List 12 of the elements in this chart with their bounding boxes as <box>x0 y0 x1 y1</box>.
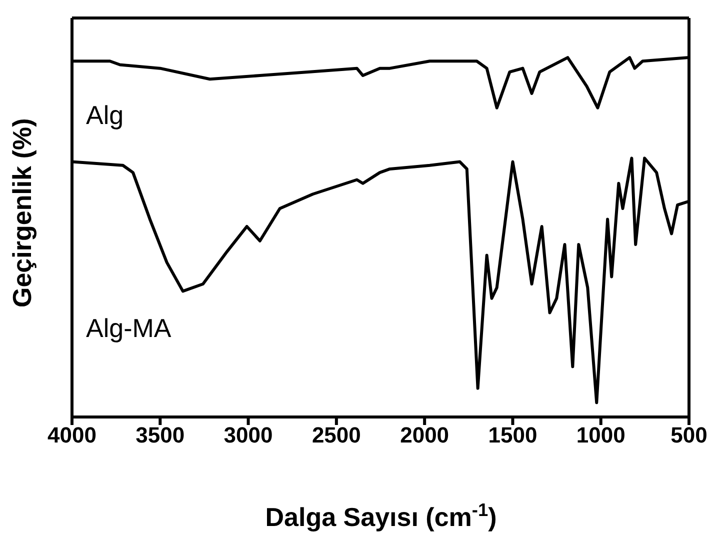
x-tick-label: 500 <box>670 422 708 448</box>
series-label: Alg <box>86 100 124 132</box>
x-tick-label: 2000 <box>400 422 450 448</box>
x-tick-label: 2500 <box>312 422 361 448</box>
x-tick-label: 1500 <box>488 422 538 448</box>
x-tick-label: 3500 <box>136 422 185 448</box>
x-tick-label: 1000 <box>576 422 626 448</box>
y-axis-title: Geçirgenlik (%) <box>7 118 38 308</box>
x-tick-label: 4000 <box>48 422 96 448</box>
x-axis-title: Dalga Sayısı (cm$^{-1}$) <box>265 500 497 532</box>
series-label: Alg-MA <box>86 312 172 344</box>
x-tick-label: 3000 <box>224 422 273 448</box>
